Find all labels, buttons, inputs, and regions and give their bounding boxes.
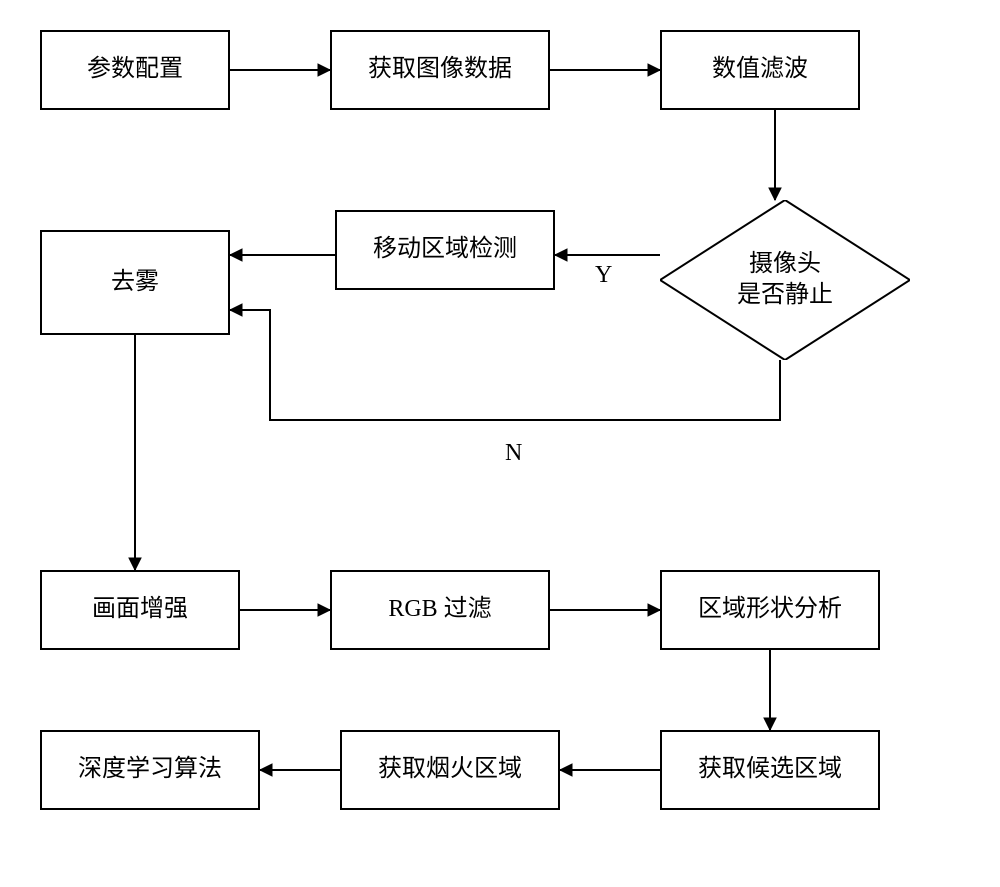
edge-arrow-e4 — [555, 249, 567, 261]
node-label: 区域形状分析 — [698, 594, 842, 625]
edge-label-text: Y — [595, 262, 612, 288]
edge-arrow-e1 — [318, 64, 330, 76]
node-d1: 摄像头 是否静止 — [660, 200, 910, 360]
node-n4: 移动区域检测 — [335, 210, 555, 290]
edge-arrow-e10 — [764, 718, 776, 730]
edge-arrow-e6 — [230, 304, 242, 316]
node-n3: 数值滤波 — [660, 30, 860, 110]
node-label: 摄像头 是否静止 — [737, 249, 833, 311]
node-n6: 画面增强 — [40, 570, 240, 650]
node-label: 参数配置 — [87, 54, 183, 85]
edge-arrow-e8 — [318, 604, 330, 616]
node-label: RGB 过滤 — [388, 594, 491, 625]
edge-label-e6: N — [505, 440, 522, 467]
node-n11: 深度学习算法 — [40, 730, 260, 810]
node-n7: RGB 过滤 — [330, 570, 550, 650]
edge-label-e4: Y — [595, 262, 612, 289]
edge-label-text: N — [505, 440, 522, 466]
edge-arrow-e7 — [129, 558, 141, 570]
node-label: 数值滤波 — [712, 54, 808, 85]
edge-arrow-e11 — [560, 764, 572, 776]
node-n5: 去雾 — [40, 230, 230, 335]
flowchart-canvas: 参数配置 获取图像数据 数值滤波摄像头 是否静止 移动区域检测去雾画面增强 RGB 过滤… — [0, 0, 1000, 887]
node-n8: 区域形状分析 — [660, 570, 880, 650]
edge-arrow-e2 — [648, 64, 660, 76]
node-label: 移动区域检测 — [373, 234, 517, 265]
edge-arrow-e5 — [230, 249, 242, 261]
node-n2: 获取图像数据 — [330, 30, 550, 110]
node-label: 获取图像数据 — [368, 54, 512, 85]
edge-arrow-e3 — [769, 188, 781, 200]
node-n9: 获取候选区域 — [660, 730, 880, 810]
node-n10: 获取烟火区域 — [340, 730, 560, 810]
node-label: 获取候选区域 — [698, 754, 842, 785]
node-label: 深度学习算法 — [78, 754, 222, 785]
node-label: 获取烟火区域 — [378, 754, 522, 785]
node-label: 画面增强 — [92, 594, 188, 625]
node-label: 去雾 — [111, 267, 159, 298]
edge-arrow-e12 — [260, 764, 272, 776]
edge-arrow-e9 — [648, 604, 660, 616]
node-n1: 参数配置 — [40, 30, 230, 110]
